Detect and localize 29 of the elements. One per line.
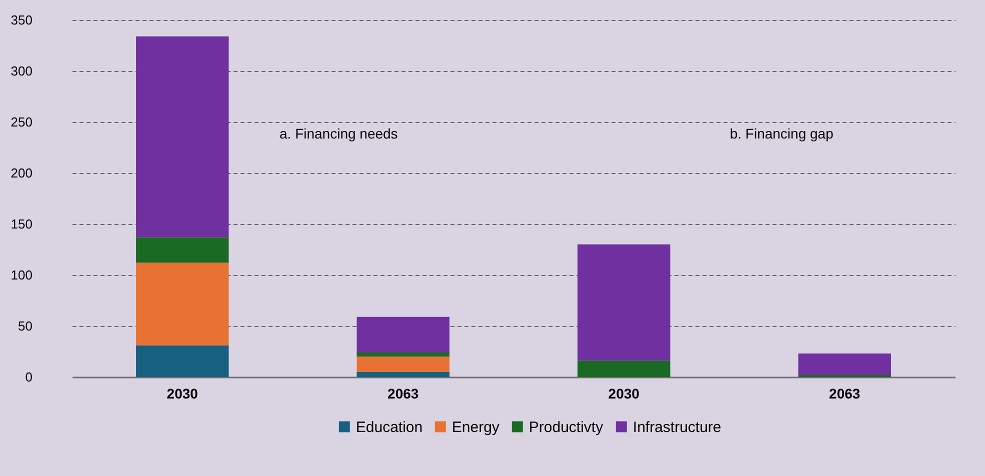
bar (356, 356, 450, 372)
x-tick-label: 2030 (166, 386, 198, 402)
bar (136, 262, 229, 346)
y-tick-label: 0 (25, 370, 32, 384)
annotation: a. Financing needs (280, 125, 398, 142)
y-tick-label: 100 (10, 268, 32, 282)
y-tick-label: 300 (10, 64, 32, 78)
bar (356, 352, 450, 357)
bar (356, 316, 450, 353)
y-tick-label: 250 (10, 114, 32, 130)
bar (356, 372, 450, 377)
legend-label: Energy (452, 418, 500, 436)
bar (136, 345, 229, 377)
bar (798, 354, 891, 375)
bar (578, 244, 670, 361)
x-tick-label: 2063 (829, 386, 860, 402)
y-tick-label: 150 (10, 216, 32, 232)
annotation: b. Financing gap (730, 125, 834, 142)
legend-label: Education (356, 418, 423, 436)
bar (578, 360, 670, 377)
x-tick-label: 2030 (608, 386, 640, 402)
y-tick-label: 50 (18, 318, 32, 334)
bar (136, 237, 229, 263)
legend-label: Infrastructure (632, 418, 722, 436)
legend-label: Productivty (528, 418, 604, 436)
y-tick-label: 350 (10, 12, 32, 28)
y-tick-label: 200 (10, 166, 32, 180)
bar (136, 36, 229, 238)
x-tick-label: 2063 (388, 386, 419, 402)
